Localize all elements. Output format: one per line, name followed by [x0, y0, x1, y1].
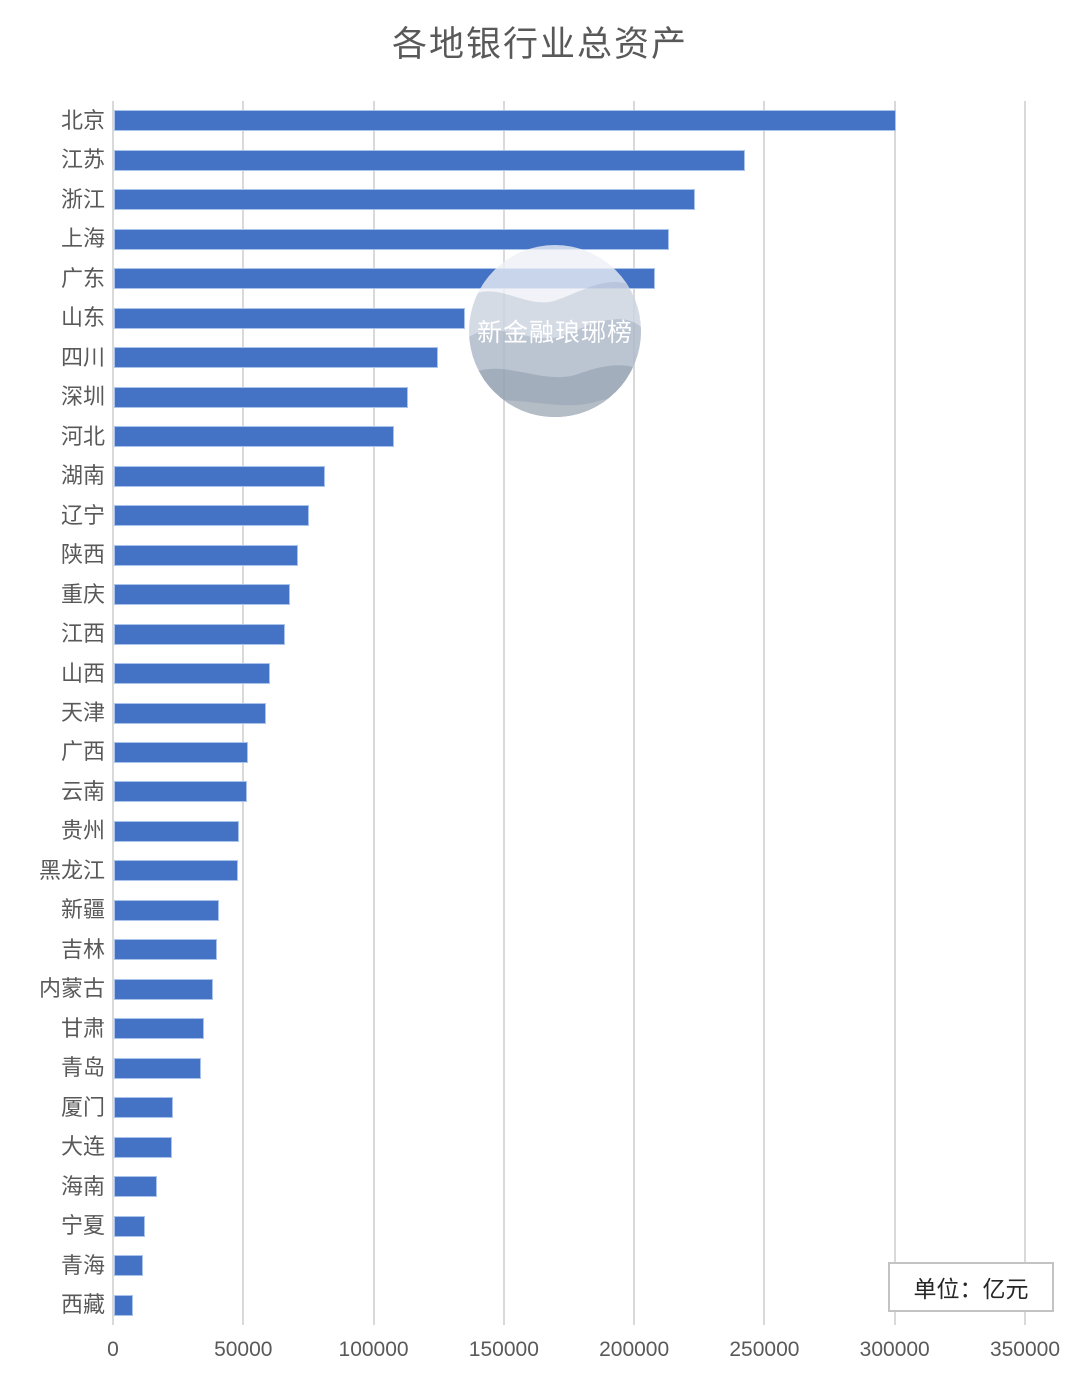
- y-axis-label: 西藏: [60, 1292, 105, 1318]
- x-axis-tick-label: 300000: [859, 1338, 930, 1361]
- gridline: [763, 101, 766, 1325]
- y-axis-label: 山西: [60, 660, 105, 686]
- bar: [114, 1136, 173, 1158]
- bar: [114, 702, 267, 724]
- watermark-logo: 新金融琅琊榜: [469, 245, 641, 417]
- x-axis-tick-label: 0: [107, 1338, 119, 1361]
- y-axis-label: 云南: [60, 778, 105, 804]
- y-axis-label: 浙江: [60, 186, 105, 212]
- y-axis-label: 海南: [60, 1173, 105, 1199]
- bar: [114, 1057, 202, 1079]
- bar: [114, 544, 298, 566]
- y-axis-label: 厦门: [60, 1094, 105, 1120]
- bar: [114, 386, 409, 408]
- bar: [114, 939, 218, 961]
- y-axis-label: 新疆: [60, 897, 105, 923]
- bar: [114, 149, 745, 171]
- y-axis-label: 江苏: [60, 147, 105, 173]
- bar: [114, 347, 439, 369]
- gridline: [372, 101, 375, 1325]
- gridline: [633, 101, 636, 1325]
- bar: [114, 899, 219, 921]
- y-axis-label: 大连: [60, 1134, 105, 1160]
- x-axis-tick-label: 150000: [468, 1338, 539, 1361]
- y-axis-label: 上海: [60, 226, 105, 252]
- bar: [114, 505, 310, 527]
- y-axis-label: 黑龙江: [38, 857, 105, 883]
- x-axis-tick-label: 50000: [214, 1338, 273, 1361]
- bar: [114, 781, 248, 803]
- watermark-text: 新金融琅琊榜: [477, 319, 633, 347]
- y-axis-label: 青岛: [60, 1055, 105, 1081]
- x-axis-tick-label: 100000: [338, 1338, 409, 1361]
- bar: [114, 1294, 134, 1316]
- y-axis-label: 贵州: [60, 818, 105, 844]
- y-axis-label: 湖南: [60, 463, 105, 489]
- x-axis-tick-label: 350000: [989, 1338, 1061, 1361]
- y-axis-label: 青海: [60, 1252, 105, 1278]
- gridline: [893, 101, 896, 1325]
- unit-legend-label: 单位：亿元: [913, 1276, 1029, 1302]
- gridline: [112, 101, 114, 1325]
- x-axis-tick-label: 200000: [599, 1338, 670, 1361]
- watermark-waves: [469, 245, 641, 417]
- chart-title: 各地银行业总资产: [391, 25, 688, 64]
- bar: [114, 1018, 204, 1040]
- bar: [114, 741, 249, 763]
- y-axis-label: 广西: [60, 739, 105, 765]
- y-axis-label: 北京: [60, 107, 105, 133]
- y-axis-label: 深圳: [60, 384, 105, 410]
- bar: [114, 465, 325, 487]
- y-axis-label: 四川: [60, 344, 105, 370]
- bar: [114, 663, 271, 685]
- bar: [114, 860, 238, 882]
- bar: [114, 1215, 145, 1237]
- bar: [114, 189, 696, 211]
- gridline: [1024, 101, 1026, 1325]
- gridline: [502, 101, 505, 1325]
- y-axis-label: 河北: [60, 423, 105, 449]
- bar: [114, 584, 290, 606]
- bar: [114, 820, 240, 842]
- bar: [114, 1176, 158, 1198]
- y-axis-label: 辽宁: [60, 502, 105, 528]
- y-axis-label: 内蒙古: [38, 976, 105, 1002]
- y-axis-label: 江西: [60, 621, 105, 647]
- bar: [114, 1255, 143, 1277]
- y-axis-label: 宁夏: [60, 1213, 105, 1239]
- y-axis-label: 重庆: [60, 581, 105, 607]
- bar: [114, 110, 896, 132]
- bar: [114, 1097, 173, 1119]
- y-axis-label: 陕西: [60, 542, 105, 568]
- unit-legend-box: 单位：亿元: [888, 1262, 1054, 1312]
- bar: [114, 978, 213, 1000]
- x-axis-tick-label: 250000: [729, 1338, 800, 1361]
- y-axis-label: 广东: [60, 265, 105, 291]
- bar: [114, 623, 285, 645]
- bar: [114, 426, 394, 448]
- y-axis-label: 吉林: [60, 936, 105, 962]
- y-axis-label: 天津: [60, 700, 105, 725]
- bar: [114, 228, 670, 250]
- bar: [114, 307, 465, 329]
- y-axis-label: 山东: [60, 305, 105, 331]
- y-axis-label: 甘肃: [60, 1015, 105, 1041]
